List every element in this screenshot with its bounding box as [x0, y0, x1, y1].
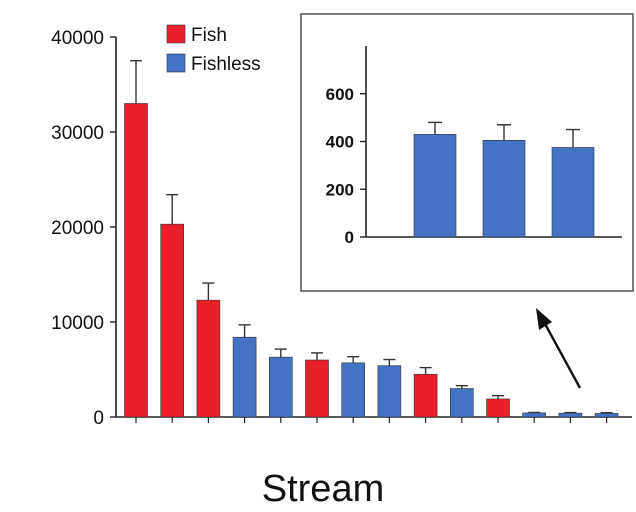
- inset-bar: [482, 140, 526, 238]
- legend: Fish Fishless: [166, 24, 261, 75]
- main-y-tick-label: 30000: [51, 123, 104, 144]
- main-y-tick-label: 20000: [51, 218, 104, 239]
- main-bar: [377, 365, 402, 418]
- main-bar: [196, 299, 221, 418]
- legend-label-fish: Fish: [191, 25, 227, 46]
- inset-bar: [413, 134, 457, 238]
- inset-y-tick-label: 600: [326, 85, 354, 104]
- main-bar: [305, 359, 329, 418]
- main-bar: [160, 223, 184, 418]
- main-y-tick-label: 40000: [51, 28, 104, 49]
- inset-y-tick-label: 200: [326, 180, 354, 199]
- inset-arrow: [536, 308, 582, 389]
- main-bar: [449, 388, 474, 418]
- main-bar: [124, 103, 148, 418]
- legend-label-fishless: Fishless: [191, 54, 261, 75]
- main-bar: [486, 398, 510, 418]
- x-axis-label: Stream: [262, 468, 384, 510]
- legend-swatch-fish: [166, 24, 186, 44]
- main-bar: [522, 412, 547, 418]
- main-bar: [594, 413, 619, 418]
- legend-swatch-fishless: [166, 53, 186, 73]
- main-bar: [558, 412, 583, 418]
- main-bar: [413, 373, 438, 418]
- main-y-tick-label: 0: [93, 408, 104, 429]
- main-y-tick-label: 10000: [51, 313, 104, 334]
- inset-y-tick-label: 0: [345, 228, 354, 247]
- main-bar: [268, 356, 293, 418]
- inset-bar: [551, 147, 595, 238]
- main-bar: [232, 336, 257, 418]
- inset-y-tick-label: 400: [326, 133, 354, 152]
- main-bar: [341, 362, 366, 418]
